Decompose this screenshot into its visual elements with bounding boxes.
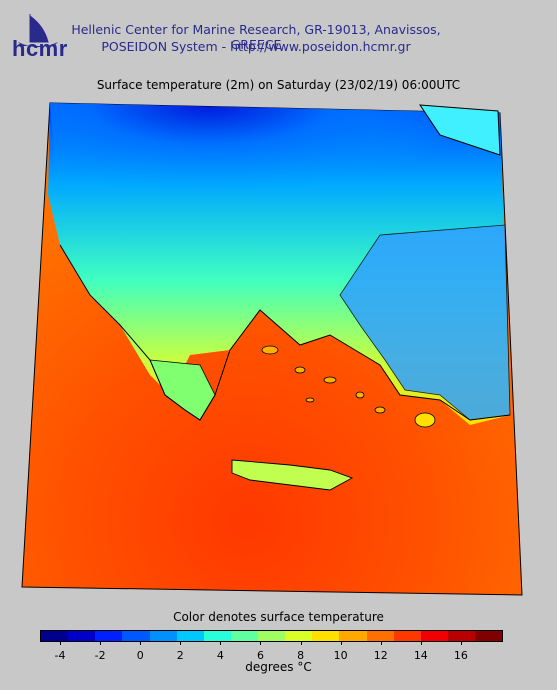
colorbar-tick-mark <box>140 641 142 645</box>
colorbar-tick-label: 14 <box>413 649 428 662</box>
colorbar-tick-mark <box>300 641 302 645</box>
colorbar-tick-mark <box>380 641 382 645</box>
crete <box>231 459 354 491</box>
colorbar-tick-label: 6 <box>256 649 264 662</box>
colorbar-tick-label: 4 <box>216 649 224 662</box>
colorbar-swatch <box>176 631 204 641</box>
colorbar-swatch <box>203 631 231 641</box>
colorbar-swatch <box>258 631 286 641</box>
colorbar-swatch <box>312 631 340 641</box>
anatolia <box>339 224 511 421</box>
colorbar-tick-label: 2 <box>176 649 184 662</box>
colorbar-swatch <box>447 631 475 641</box>
colorbar-tick-label: 0 <box>136 649 144 662</box>
aegean-islands <box>261 345 386 414</box>
colorbar-tick-mark <box>220 641 222 645</box>
temperature-colorbar <box>40 630 503 642</box>
colorbar-tick-mark <box>100 641 102 645</box>
colorbar-swatch <box>339 631 367 641</box>
units-label: degrees °C <box>245 660 312 674</box>
temperature-map <box>21 102 523 596</box>
legend-title: Color denotes surface temperature <box>173 610 384 624</box>
organization-name: Hellenic Center for Marine Research, GR-… <box>71 22 441 52</box>
colorbar-swatch <box>366 631 394 641</box>
colorbar-swatch <box>149 631 177 641</box>
colorbar-ticks: -4 -2 0 2 4 6 8 10 12 14 16 <box>40 641 503 662</box>
colorbar-tick-mark <box>180 641 182 645</box>
colorbar-swatch <box>41 631 69 641</box>
colorbar-tick-mark <box>60 641 62 645</box>
colorbar-tick-label: 8 <box>297 649 305 662</box>
colorbar-swatch <box>68 631 96 641</box>
colorbar-tick-mark <box>420 641 422 645</box>
logo-text: hcmr <box>12 36 68 61</box>
colorbar-swatch <box>475 631 503 641</box>
colorbar-tick-mark <box>340 641 342 645</box>
colorbar-tick-label: 16 <box>453 649 468 662</box>
colorbar-tick-label: 12 <box>373 649 388 662</box>
cold-north-region <box>50 103 505 255</box>
colorbar-swatch <box>95 631 123 641</box>
colorbar-swatch <box>393 631 421 641</box>
system-url: POSEIDON System - http://www.poseidon.hc… <box>101 39 411 54</box>
colorbar-tick-label: -4 <box>54 649 66 662</box>
colorbar-tick-label: -2 <box>94 649 106 662</box>
colorbar-tick-label: 10 <box>333 649 348 662</box>
colorbar-swatch <box>285 631 313 641</box>
rhodes <box>414 412 436 428</box>
colorbar-tick-mark <box>260 641 262 645</box>
black-sea <box>419 104 501 156</box>
colorbar-swatch <box>122 631 150 641</box>
coastline <box>59 244 511 421</box>
colorbar-swatch <box>420 631 448 641</box>
hcmr-logo <box>18 14 58 47</box>
map-title: Surface temperature (2m) on Saturday (23… <box>96 78 461 92</box>
colorbar-swatch <box>230 631 258 641</box>
colorbar-tick-mark <box>460 641 462 645</box>
header: hcmr Hellenic Center for Marine Research… <box>0 0 557 70</box>
